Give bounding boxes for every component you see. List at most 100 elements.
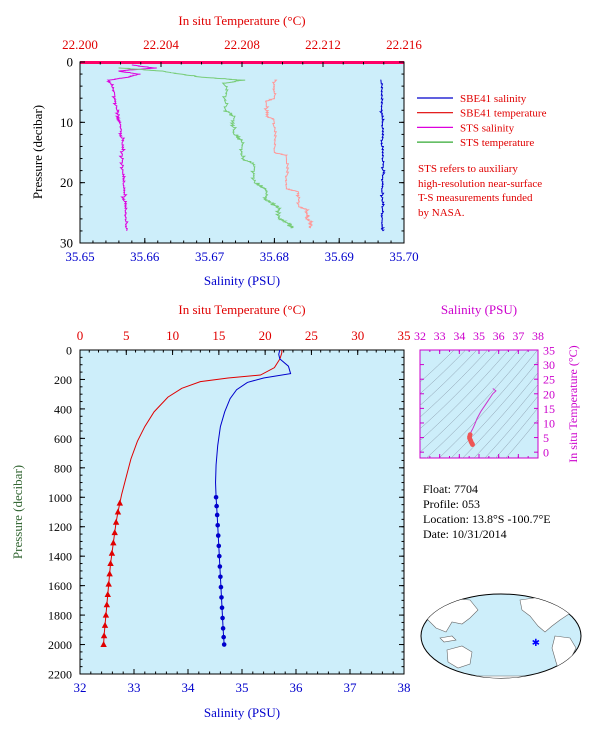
isoline xyxy=(420,350,519,453)
temperature-tick-label: 20 xyxy=(259,328,272,343)
float-value: 7704 xyxy=(454,482,479,496)
salinity-point xyxy=(215,522,220,528)
salinity-tick-label: 33 xyxy=(434,329,446,343)
salinity-point xyxy=(215,533,221,538)
series-sts-temperature xyxy=(118,67,294,229)
right-axis-title: In situ Temperature (°C) xyxy=(566,345,580,462)
salinity-point xyxy=(216,543,222,549)
series-sts-salinity xyxy=(106,64,157,232)
temperature-tick-label: 5 xyxy=(543,431,549,445)
note-line: T-S measurements funded xyxy=(418,192,533,204)
temperature-tick-label: 25 xyxy=(543,373,555,387)
pressure-tick-label: 1800 xyxy=(48,609,72,623)
temperature-tick-label: 22.208 xyxy=(224,37,260,52)
salinity-point xyxy=(220,615,225,621)
location-value: 13.8°S -100.7°E xyxy=(471,512,551,526)
isoline xyxy=(450,360,538,458)
temperature-tick-label: 0 xyxy=(543,446,549,460)
pressure-tick-label: 200 xyxy=(54,373,72,387)
salinity-point xyxy=(214,512,220,518)
date-value: 10/31/2014 xyxy=(452,527,507,541)
pressure-tick-label: 0 xyxy=(67,55,74,70)
salinity-tick-label: 35.69 xyxy=(325,249,354,264)
temperature-tick-label: 22.200 xyxy=(62,37,98,52)
legend-label: STS salinity xyxy=(460,122,515,134)
temperature-point xyxy=(110,539,117,546)
pressure-tick-label: 600 xyxy=(54,432,72,446)
temperature-tick-label: 22.204 xyxy=(143,37,179,52)
salinity-point xyxy=(214,503,219,509)
land-australia xyxy=(446,645,473,669)
location-row: Location: 13.8°S -100.7°E xyxy=(423,512,551,527)
temperature-point xyxy=(112,518,120,525)
date-row: Date: 10/31/2014 xyxy=(423,527,551,542)
salinity-tick-label: 35.67 xyxy=(195,249,225,264)
salinity-point xyxy=(221,642,227,647)
salinity-tick-label: 37 xyxy=(344,680,358,695)
isoline xyxy=(495,407,538,458)
series-sbe41-salinity xyxy=(379,79,386,232)
temperature-point xyxy=(100,641,107,648)
salinity-tick-label: 36 xyxy=(493,329,505,343)
salinity-point xyxy=(218,574,223,580)
temperature-point xyxy=(101,621,109,628)
note-line: STS refers to auxiliary xyxy=(418,163,518,175)
temperature-tick-label: 15 xyxy=(212,328,225,343)
sts-note: STS refers to auxiliary high-resolution … xyxy=(418,162,588,220)
pressure-tick-label: 1600 xyxy=(48,579,72,593)
float-id-row: Float: 7704 xyxy=(423,482,551,497)
temperature-tick-label: 30 xyxy=(543,358,555,372)
pressure-tick-label: 1400 xyxy=(48,550,72,564)
temperature-point xyxy=(103,601,111,608)
salinity-tick-label: 36 xyxy=(290,680,304,695)
bottom-axis-title: Salinity (PSU) xyxy=(204,705,280,720)
isoline xyxy=(484,395,538,458)
land-indonesia xyxy=(439,635,457,643)
top-axis-title: Salinity (PSU) xyxy=(441,302,517,317)
salinity-tick-label: 32 xyxy=(74,680,87,695)
salinity-tick-label: 32 xyxy=(414,329,426,343)
temperature-tick-label: 5 xyxy=(123,328,130,343)
pressure-tick-label: 800 xyxy=(54,461,72,475)
plot-area xyxy=(79,349,405,675)
isoline xyxy=(420,350,509,441)
salinity-point xyxy=(221,634,226,640)
salinity-tick-label: 35.70 xyxy=(389,249,418,264)
date-label: Date: xyxy=(423,527,449,541)
temperature-tick-label: 22.212 xyxy=(305,37,341,52)
salinity-point xyxy=(217,553,222,559)
profile-value: 053 xyxy=(462,497,480,511)
temperature-point xyxy=(116,499,124,506)
pressure-tick-label: 30 xyxy=(60,236,73,251)
temperature-point xyxy=(114,508,122,515)
top-axis-title: In situ Temperature (°C) xyxy=(178,13,305,28)
land-greenland xyxy=(571,594,581,603)
salinity-tick-label: 38 xyxy=(398,680,411,695)
pressure-tick-label: 20 xyxy=(60,175,73,190)
bottom-axis-title: Salinity (PSU) xyxy=(204,273,280,288)
temperature-tick-label: 15 xyxy=(543,402,555,416)
float-location-marker: ✱ xyxy=(532,638,540,649)
legend-label: STS temperature xyxy=(460,137,534,149)
pressure-tick-label: 1000 xyxy=(48,491,72,505)
location-label: Location: xyxy=(423,512,469,526)
note-line: by NASA. xyxy=(418,206,465,219)
temperature-tick-label: 35 xyxy=(398,328,411,343)
series-sbe41-temperature xyxy=(263,79,314,229)
salinity-tick-label: 35.65 xyxy=(65,249,94,264)
pressure-tick-label: 400 xyxy=(54,402,72,416)
temperature-tick-label: 35 xyxy=(543,344,555,358)
temperature-tick-label: 0 xyxy=(77,328,84,343)
isoline xyxy=(420,350,488,418)
note-line: high-resolution near-surface xyxy=(418,177,543,190)
temperature-tick-label: 20 xyxy=(543,387,555,401)
deep-profile-plot: 0 5 10 15 20 25 30 35 32 33 34 35 36 37 38 0 200 400 600 80… xyxy=(10,302,411,720)
temperature-point xyxy=(107,560,114,567)
pressure-tick-label: 2000 xyxy=(48,638,72,652)
isoline xyxy=(473,384,538,458)
pressure-tick-label: 0 xyxy=(66,344,72,358)
plot-area xyxy=(419,349,539,459)
salinity-tick-label: 33 xyxy=(128,680,141,695)
